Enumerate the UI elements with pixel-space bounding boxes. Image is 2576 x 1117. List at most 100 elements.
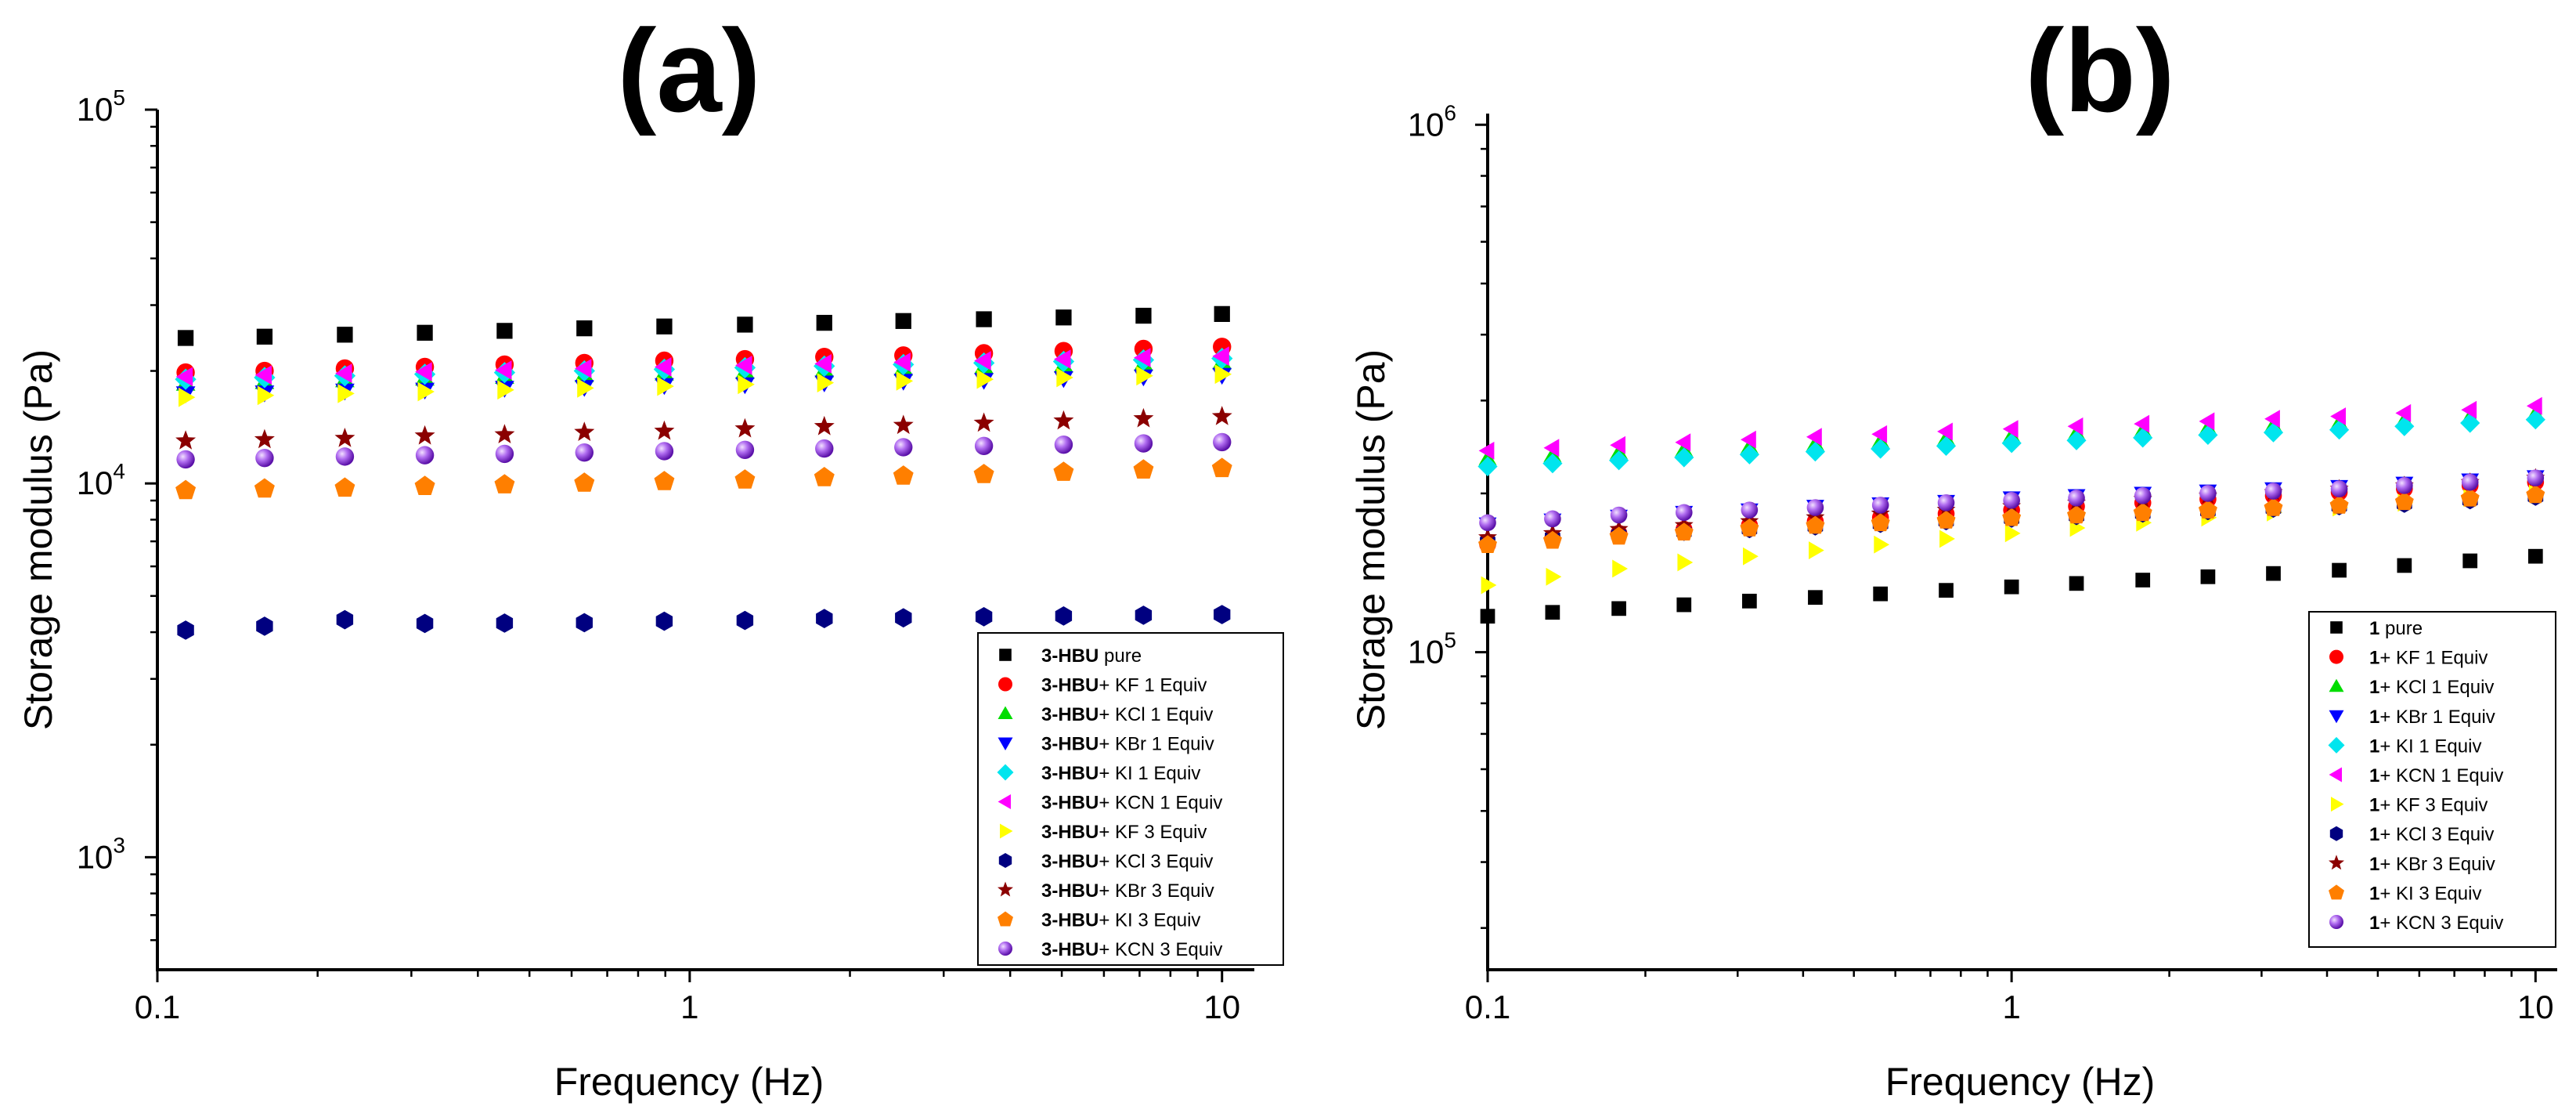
data-point	[1937, 494, 1955, 512]
data-point	[2003, 492, 2020, 509]
data-point	[1543, 439, 1560, 457]
data-point	[1936, 436, 1957, 456]
data-point	[976, 311, 992, 327]
data-point	[1609, 450, 1629, 471]
data-point	[1675, 433, 1691, 452]
data-point	[1481, 576, 1497, 595]
legend-marker	[998, 737, 1013, 750]
data-point	[414, 475, 435, 495]
x-tick-label-b-0: 0.1	[1465, 989, 1510, 1025]
legend-marker	[998, 881, 1013, 897]
data-point	[735, 356, 752, 375]
data-point	[255, 448, 274, 468]
legend-item: 3-HBU+ KCN 3 Equiv	[998, 939, 1222, 960]
data-point	[2004, 579, 2019, 595]
data-point	[734, 418, 756, 438]
data-point	[973, 412, 994, 432]
data-point	[1674, 447, 1694, 468]
data-point	[1871, 513, 1890, 532]
data-point	[2004, 524, 2021, 543]
data-point	[1805, 442, 1825, 462]
data-point	[1135, 307, 1152, 324]
data-point	[974, 351, 991, 371]
data-point	[893, 352, 911, 372]
series-b-4	[1477, 410, 2545, 477]
data-point	[893, 414, 914, 435]
data-point	[894, 438, 913, 457]
legend-label: 1+ KBr 1 Equiv	[2369, 707, 2495, 728]
legend-box-a	[977, 632, 1284, 966]
data-point	[575, 359, 592, 378]
data-point	[495, 360, 512, 380]
chart-a: (a) 0.1 1 10 103 104 105 Frequency (Hz) Stora…	[16, 5, 1284, 1104]
legend-item: 1+ KCl 3 Equiv	[2329, 824, 2494, 845]
data-markers-b	[1477, 396, 2545, 624]
series-a-10	[176, 432, 1232, 469]
data-point	[1806, 499, 1824, 516]
data-point	[1739, 444, 1759, 465]
data-point	[1742, 593, 1757, 609]
series-a-1	[176, 338, 1232, 382]
data-point	[2526, 485, 2545, 504]
data-point	[1936, 511, 1956, 529]
legend-a: 3-HBU pure 3-HBU+ KF 1 Equiv 3-HBU+ KCl 1 …	[977, 632, 1284, 966]
data-point	[1214, 305, 1230, 323]
y-tick-label-b-0: 105	[1408, 628, 1456, 671]
data-point	[1677, 553, 1694, 572]
legend-marker	[2329, 767, 2342, 783]
data-point	[575, 443, 594, 462]
data-point	[895, 313, 911, 329]
data-point	[2133, 503, 2152, 522]
data-point	[1135, 605, 1153, 625]
legend-item: 1 pure	[2330, 618, 2423, 639]
data-point	[175, 367, 193, 387]
legend-item: 1+ KCN 3 Equiv	[2329, 913, 2503, 934]
data-point	[2397, 558, 2412, 573]
data-point	[2135, 573, 2151, 587]
legend-label: 1 pure	[2369, 618, 2423, 639]
data-point	[1212, 346, 1229, 367]
data-point	[494, 424, 515, 443]
series-a-6	[179, 364, 1232, 407]
data-point	[2133, 428, 2153, 448]
legend-item: 1+ KF 1 Equiv	[2329, 648, 2488, 669]
legend-item: 1+ KI 3 Equiv	[2329, 883, 2481, 904]
series-a-7	[177, 605, 1231, 640]
legend-marker	[999, 649, 1012, 661]
data-point	[2330, 407, 2346, 425]
legend-marker	[1000, 823, 1013, 839]
data-point	[496, 323, 513, 339]
legend-label: 3-HBU+ KBr 3 Equiv	[1041, 880, 1214, 902]
y-tick-label-a-2: 105	[77, 85, 125, 128]
data-point	[2527, 548, 2543, 564]
data-point	[2198, 425, 2218, 445]
data-point	[2199, 412, 2215, 431]
data-point	[336, 609, 354, 630]
series-a-9	[175, 457, 1232, 500]
data-point	[973, 464, 994, 483]
series-b-0	[1480, 548, 2543, 624]
data-point	[415, 446, 435, 465]
data-point	[335, 447, 355, 466]
legend-marker	[998, 911, 1013, 927]
data-point	[976, 369, 994, 389]
data-point	[2198, 501, 2217, 519]
data-point	[254, 428, 275, 449]
data-point	[177, 330, 194, 346]
chart-b: (b) 0.1 1 10 105 106 Frequency (Hz) Storage …	[1349, 5, 2557, 1104]
x-tick-label-a-0: 0.1	[135, 989, 180, 1025]
legend-marker	[2331, 797, 2344, 812]
legend-item: 1+ KCN 1 Equiv	[2329, 765, 2503, 786]
legend-label: 3-HBU+ KCl 1 Equiv	[1041, 704, 1213, 725]
data-point	[974, 436, 994, 455]
data-point	[1053, 410, 1074, 430]
legend-item: 3-HBU+ KCl 3 Equiv	[998, 851, 1213, 873]
data-point	[1609, 526, 1629, 545]
legend-item: 3-HBU+ KI 3 Equiv	[998, 910, 1200, 931]
legend-marker	[998, 677, 1012, 692]
data-point	[1542, 454, 1563, 474]
data-point	[656, 318, 673, 334]
data-point	[2068, 490, 2085, 507]
data-point	[1213, 432, 1232, 452]
data-point	[257, 385, 275, 406]
